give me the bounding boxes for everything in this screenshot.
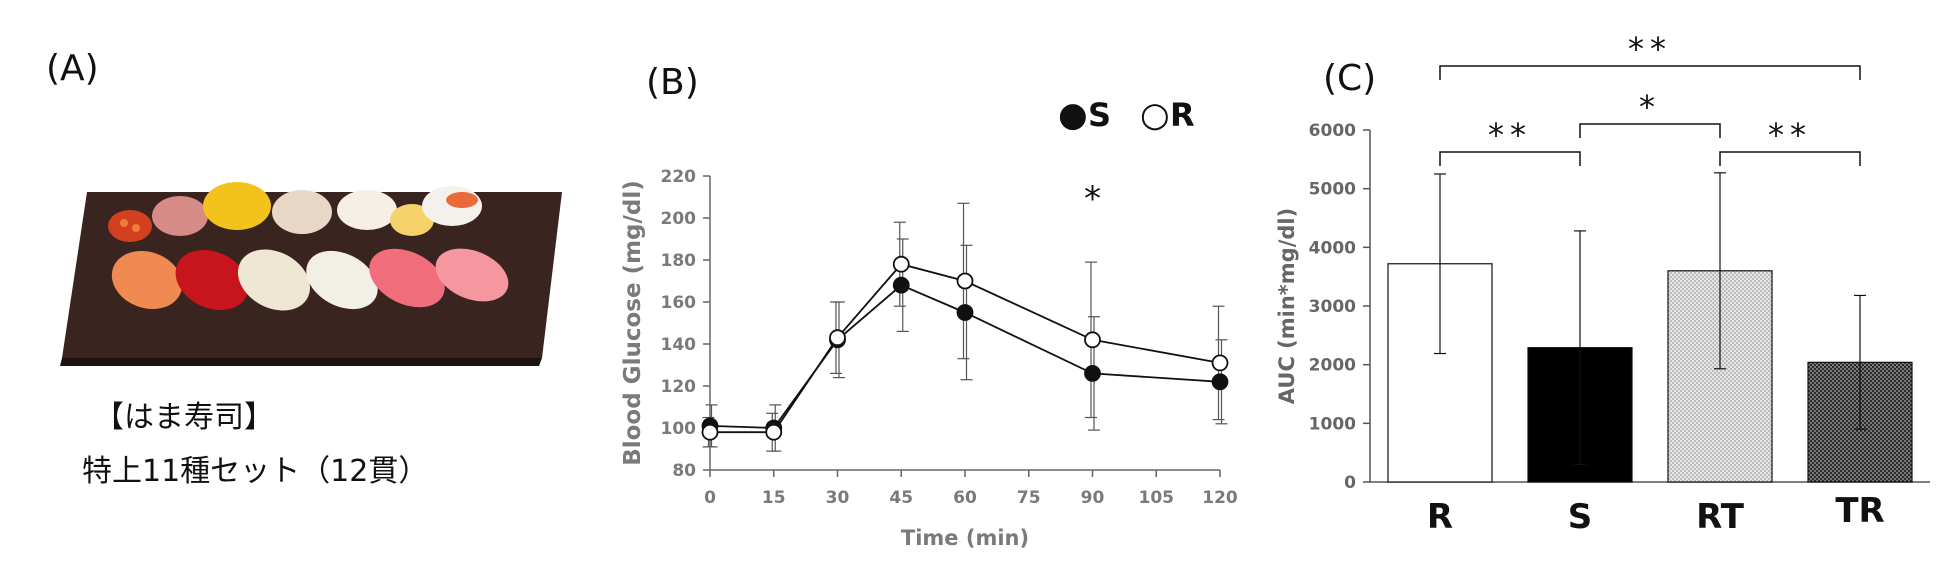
significance-label: **: [1768, 116, 1812, 154]
y-tick-label: 100: [661, 419, 697, 439]
y-tick-label: 200: [661, 209, 697, 229]
significance-marker: *: [1084, 179, 1101, 219]
data-point-s: [1211, 373, 1229, 391]
legend-label-r: R: [1170, 96, 1195, 134]
data-point-r: [829, 329, 846, 347]
x-tick-label: 105: [1139, 488, 1175, 508]
data-point-s: [1084, 364, 1101, 382]
x-tick-label: 0: [704, 488, 716, 508]
panel-c-label: (C): [1323, 58, 1377, 99]
y-tick-label: 180: [661, 251, 697, 271]
category-label-tr: TR: [1835, 491, 1884, 531]
x-tick-label: 60: [953, 488, 977, 508]
blood-glucose-line-chart: 80 100 120 140 160 180 200 220 0 15 30 45 60 75 90 105 1…: [620, 95, 1238, 550]
y-tick-label: 2000: [1309, 356, 1356, 376]
y-tick-label: 0: [1344, 473, 1356, 493]
y-tick-label: 80: [672, 461, 696, 481]
data-point-r: [765, 423, 783, 441]
y-tick-label: 1000: [1309, 414, 1356, 434]
data-point-r: [1211, 354, 1229, 372]
data-point-r: [701, 423, 719, 441]
data-point-r: [892, 255, 910, 273]
caption-set-name: 特上11種セット（12貫）: [82, 454, 429, 489]
significance-label: **: [1628, 30, 1672, 68]
x-tick-label: 30: [826, 488, 850, 508]
legend-label-s: S: [1088, 96, 1111, 134]
significance-bracket: [1579, 123, 1721, 138]
x-tick-label: 15: [762, 488, 786, 508]
y-tick-label: 220: [661, 167, 697, 187]
legend-marker-r: ○: [1140, 95, 1170, 135]
x-tick-label: 75: [1017, 488, 1041, 508]
data-point-s: [956, 304, 974, 321]
y-tick-label: 3000: [1309, 297, 1356, 317]
category-label-r: R: [1427, 497, 1453, 537]
auc-bar-chart: 0 1000 2000 3000 4000 5000 6000 AUC (min*mg/dl)…: [1275, 30, 1930, 537]
panel-a-label: (A): [46, 48, 99, 89]
category-label-s: S: [1568, 497, 1593, 537]
x-tick-label: 45: [889, 488, 913, 508]
y-axis-label: Blood Glucose (mg/dl): [620, 180, 646, 466]
series-line-r: [710, 263, 1221, 434]
x-axis-label: Time (min): [901, 526, 1029, 550]
x-tick-label: 90: [1081, 488, 1105, 508]
sushi-plate-image: [60, 182, 562, 366]
significance-bracket: [1719, 151, 1861, 166]
panel-b-label: (B): [646, 62, 699, 103]
y-axis-label: AUC (min*mg/dl): [1275, 208, 1299, 404]
caption-restaurant: 【はま寿司】: [94, 400, 274, 435]
y-tick-label: 4000: [1309, 238, 1356, 258]
significance-bracket: [1439, 151, 1581, 166]
category-label-rt: RT: [1696, 497, 1745, 537]
significance-label: **: [1488, 116, 1532, 154]
y-tick-label: 140: [661, 335, 697, 355]
y-tick-label: 6000: [1309, 121, 1356, 141]
y-tick-label: 5000: [1309, 180, 1356, 200]
data-point-r: [1084, 331, 1101, 349]
x-tick-label: 120: [1202, 488, 1238, 508]
data-point-s: [892, 276, 910, 294]
legend-marker-s: ●: [1058, 95, 1088, 135]
significance-bracket: [1439, 65, 1861, 80]
data-point-r: [956, 272, 974, 290]
y-tick-label: 160: [661, 293, 697, 313]
significance-label: *: [1639, 88, 1661, 126]
y-tick-label: 120: [661, 377, 697, 397]
